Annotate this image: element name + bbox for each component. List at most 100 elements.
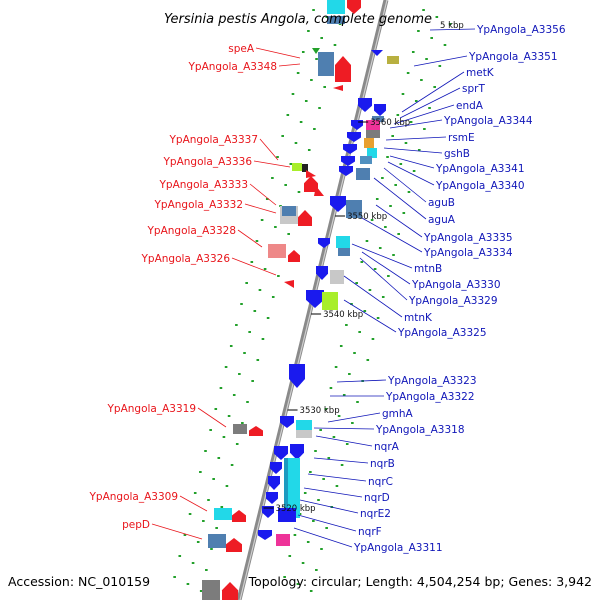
gene-label-right: YpAngola_A3335: [423, 232, 513, 244]
gene-label-right: aguA: [428, 214, 456, 226]
track-dot: [325, 527, 328, 529]
track-dot: [381, 177, 384, 179]
track-dot: [220, 506, 224, 508]
gene-arrow: [298, 210, 312, 226]
gene-label-right: YpAngola_A3329: [408, 295, 498, 307]
track-dot: [232, 394, 236, 396]
track-dot: [340, 464, 344, 466]
track-dot: [315, 58, 318, 60]
gene-labels: speA YpAngola_A3348 YpAngola_A3337 YpAngola…: [88, 24, 565, 554]
track-dot: [246, 401, 249, 403]
track-dot: [365, 240, 369, 242]
tick-label: 3540 kbp: [323, 310, 363, 320]
track-dot: [271, 177, 274, 179]
track-dot: [371, 338, 375, 340]
gene-arrow: [306, 170, 316, 178]
track-dot: [342, 394, 346, 396]
gene-arrow: [343, 144, 357, 154]
track-dot: [325, 16, 329, 18]
track-dot: [193, 492, 197, 494]
gene-block: [268, 244, 286, 258]
leader-line-right: [293, 527, 353, 548]
track-dot: [297, 191, 301, 193]
gene-block: [233, 424, 247, 434]
track-dot: [334, 366, 338, 368]
leader-line-left: [197, 407, 227, 428]
gene-arrow: [232, 510, 246, 522]
track-dot: [396, 114, 400, 116]
track-dot: [370, 219, 374, 221]
leader-line-right: [389, 155, 435, 169]
track-dot: [186, 583, 190, 585]
gene-arrow: [347, 0, 361, 14]
leader-line-right: [401, 71, 465, 113]
track-dot: [294, 142, 298, 144]
gene-block: [387, 56, 399, 64]
leader-line-right: [373, 177, 427, 220]
track-dot: [271, 296, 275, 298]
gene-arrow: [222, 582, 238, 600]
track-dot: [199, 471, 202, 473]
track-dot: [303, 492, 307, 494]
track-dot: [235, 443, 239, 445]
gene-arrow: [347, 132, 361, 142]
track-dot: [307, 149, 311, 151]
track-dot: [251, 380, 254, 382]
track-dot: [345, 443, 349, 445]
gene-arrow: [289, 364, 305, 388]
gene-label-right: nqrA: [374, 441, 400, 453]
gene-block: [346, 200, 362, 218]
gene-arrow: [268, 476, 280, 490]
track-dot: [299, 121, 303, 123]
track-dot: [215, 527, 218, 529]
gene-label-left: pepD: [122, 519, 150, 531]
track-dot: [235, 324, 238, 326]
track-dot: [314, 450, 317, 452]
gene-block: [322, 292, 338, 310]
track-dot: [363, 310, 367, 312]
gene-label-left: YpAngola_A3319: [106, 403, 196, 415]
track-dot: [435, 16, 439, 18]
track-dot: [438, 65, 442, 67]
track-dot: [384, 226, 387, 228]
track-dot: [183, 534, 187, 536]
track-dot: [402, 212, 406, 214]
gene-label-right: YpAngola_A3322: [385, 391, 475, 403]
gene-arrow: [266, 492, 278, 504]
gene-label-left: YpAngola_A3336: [162, 156, 252, 168]
leader-line-right: [385, 136, 447, 141]
track-dot: [320, 548, 323, 550]
track-dot: [433, 86, 436, 88]
track-dot: [358, 331, 361, 333]
track-dot: [178, 555, 182, 557]
leader-line-right: [343, 275, 403, 318]
track-dot: [298, 513, 302, 515]
track-dot: [337, 415, 341, 417]
track-dot: [407, 191, 411, 193]
gene-arrow: [314, 186, 324, 196]
track-dot: [351, 422, 354, 424]
track-dot: [399, 163, 403, 165]
scale-ticks: 3560 kbp 3550 kbp 3540 kbp 3530 kbp 3520 kbp…: [263, 21, 464, 514]
track-dot: [188, 513, 192, 515]
track-dot: [217, 457, 221, 459]
gene-arrow: [339, 166, 353, 176]
gene-arrow: [290, 444, 304, 460]
track-dot: [309, 590, 313, 592]
leader-line-right: [313, 427, 375, 430]
track-dot: [286, 114, 290, 116]
gene-block: [276, 534, 290, 546]
gene-label-right: YpAngola_A3323: [387, 375, 477, 387]
track-dot: [307, 30, 310, 32]
track-dot: [301, 51, 305, 53]
gene-label-right: YpAngola_A3344: [443, 115, 533, 127]
leader-line-right: [383, 147, 443, 154]
track-dot: [339, 345, 343, 347]
track-dot: [391, 135, 394, 137]
gene-label-right: YpAngola_A3356: [476, 24, 566, 36]
leader-line-right: [361, 217, 423, 253]
gene-label-left: speA: [228, 43, 255, 55]
gene-label-right: nqrC: [368, 476, 393, 488]
track-dot: [283, 576, 286, 578]
gene-label-right: YpAngola_A3341: [435, 163, 525, 175]
